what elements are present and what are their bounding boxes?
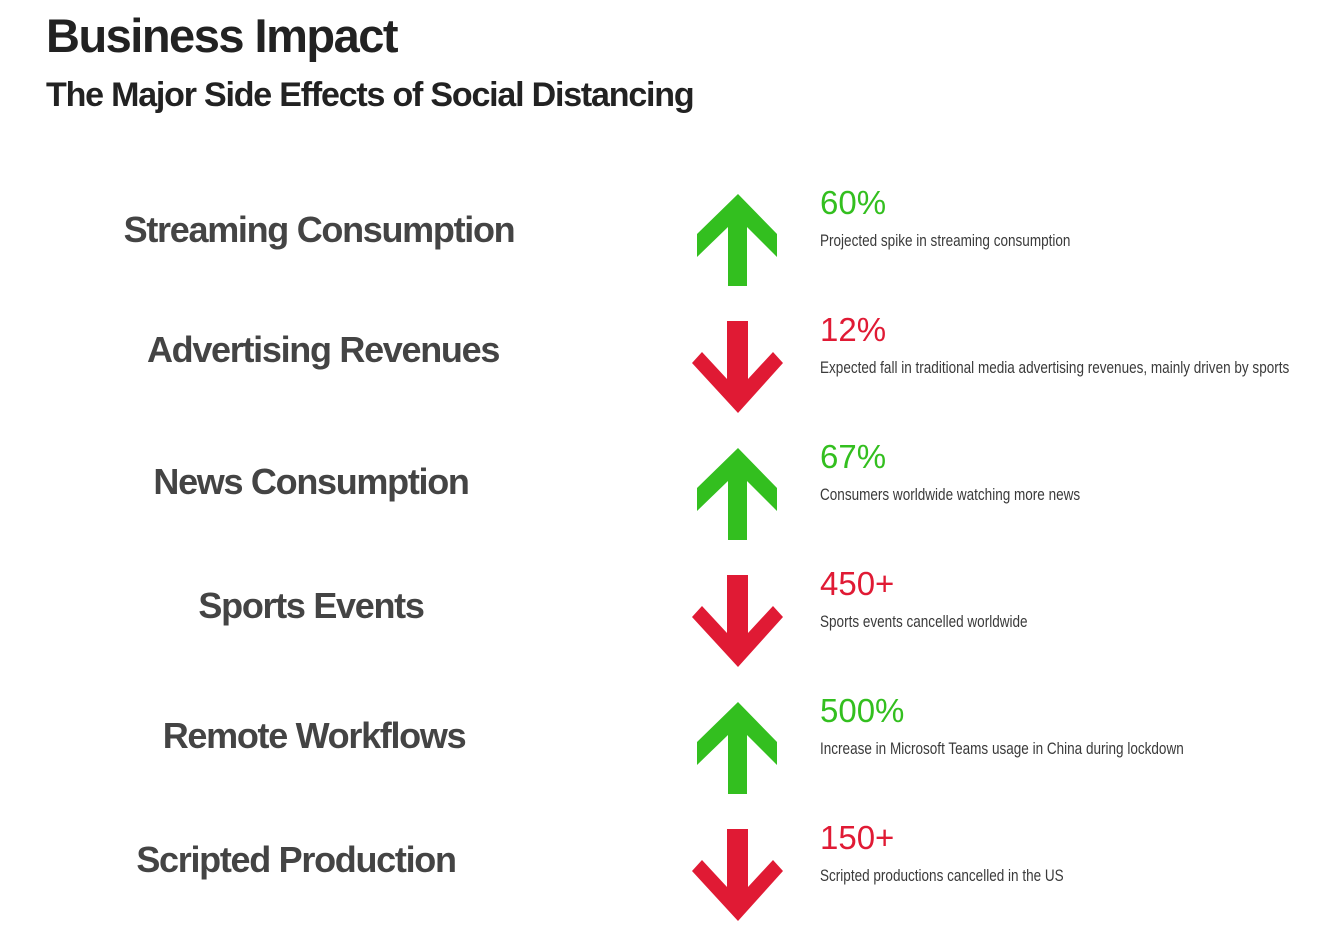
impact-label: Scripted Production [136, 839, 457, 880]
impact-label: Streaming Consumption [123, 209, 516, 250]
impact-label: Sports Events [198, 585, 424, 626]
impact-description: Sports events cancelled worldwide [820, 613, 1028, 631]
impact-description: Consumers worldwide watching more news [820, 486, 1081, 504]
arrow-up-icon [690, 702, 786, 796]
arrow-up-icon [690, 194, 786, 288]
impact-description: Projected spike in streaming consumption [820, 232, 1071, 250]
impact-value: 67% [820, 438, 887, 475]
impact-value: 450+ [820, 565, 895, 602]
impact-description: Scripted productions cancelled in the US [820, 867, 1064, 885]
impact-label: Remote Workflows [162, 715, 467, 756]
impact-description: Increase in Microsoft Teams usage in Chi… [820, 740, 1184, 758]
impact-value: 500% [820, 692, 905, 729]
page-title: Business Impact [46, 9, 399, 62]
page-subtitle: The Major Side Effects of Social Distanc… [46, 76, 695, 114]
arrow-up-icon [690, 448, 786, 542]
impact-value: 60% [820, 184, 887, 221]
arrow-down-icon [690, 829, 786, 923]
arrow-down-icon [690, 575, 786, 669]
impact-value: 150+ [820, 819, 895, 856]
impact-label: Advertising Revenues [146, 329, 500, 370]
arrow-down-icon [690, 321, 786, 415]
impact-description: Expected fall in traditional media adver… [820, 359, 1290, 377]
impact-label: News Consumption [153, 461, 470, 502]
impact-value: 12% [820, 311, 887, 348]
